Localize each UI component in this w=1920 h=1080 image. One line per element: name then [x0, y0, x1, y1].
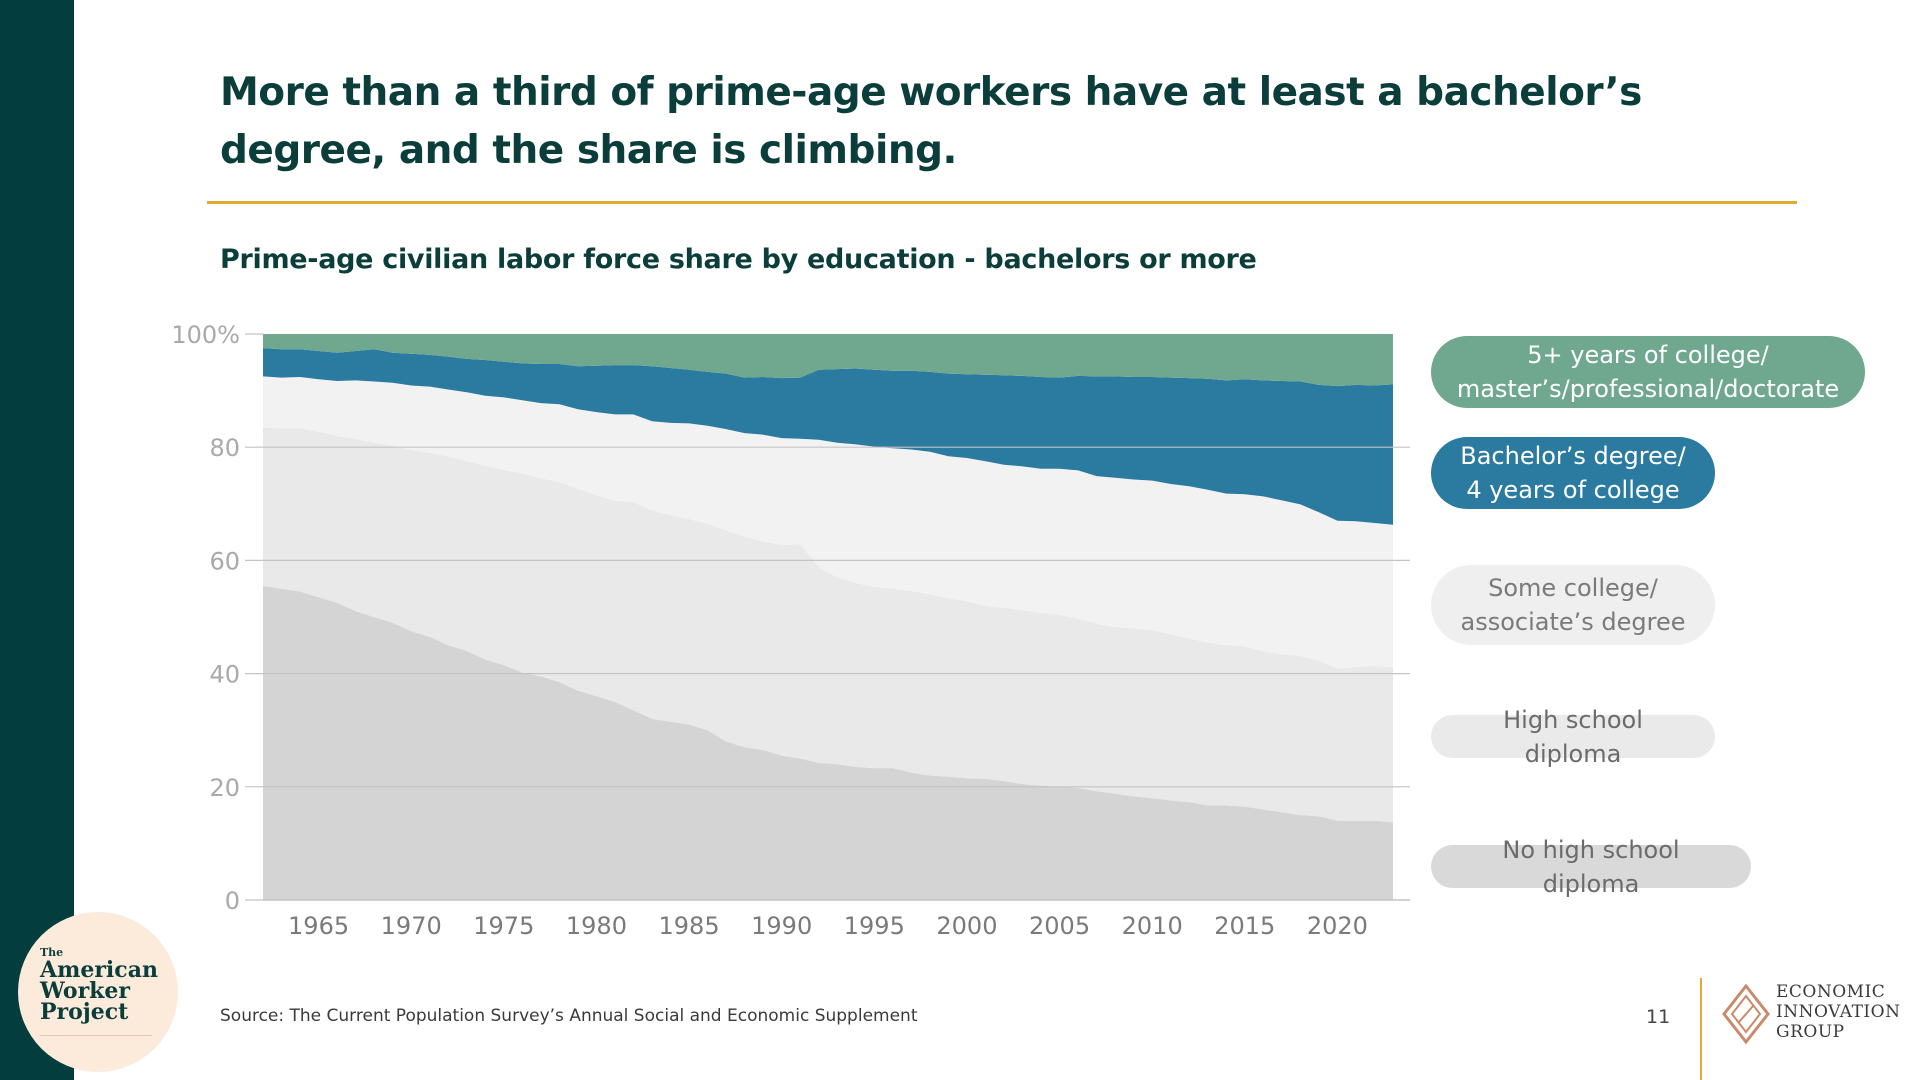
eig-line-2: INNOVATION — [1776, 1002, 1901, 1022]
logo-line-3: Project — [40, 999, 129, 1025]
area-series-4 — [263, 334, 1393, 387]
eig-divider — [1700, 978, 1702, 1080]
logo-line-2: Worker — [40, 978, 131, 1004]
x-tick-label: 1980 — [566, 912, 627, 940]
x-tick-label: 1995 — [844, 912, 905, 940]
logo-line-1: American — [40, 957, 158, 983]
chart-areas — [263, 334, 1393, 900]
area-series-1 — [263, 427, 1393, 823]
american-worker-project-logo — [18, 912, 178, 1072]
logo-wordmark: American Worker Project — [40, 957, 158, 1025]
eig-line-3: GROUP — [1776, 1022, 1845, 1042]
eig-diamond-icon — [1722, 983, 1770, 1045]
y-tick-label: 100% — [171, 321, 240, 349]
legend-masters: 5+ years of college/ master’s/profession… — [1431, 336, 1865, 408]
legend-no-high-school: No high school diploma — [1431, 836, 1751, 898]
legend-some-college: Some college/ associate’s degree — [1431, 565, 1715, 645]
x-tick-label: 1965 — [288, 912, 349, 940]
x-tick-label: 1975 — [473, 912, 534, 940]
logo-the: The — [40, 946, 64, 959]
title-divider — [207, 201, 1797, 204]
y-axis-ticks: 0 20 40 60 80 100% — [171, 321, 240, 915]
x-tick-label: 2005 — [1029, 912, 1090, 940]
x-tick-label: 2010 — [1122, 912, 1183, 940]
area-series-3 — [263, 348, 1393, 525]
x-axis-ticks: 1965 1970 1975 1980 1985 1990 1995 2000 2005 2010… — [288, 912, 1368, 940]
chart-subtitle: Prime-age civilian labor force share by … — [220, 244, 1257, 275]
legend-bachelors: Bachelor’s degree/ 4 years of college — [1431, 437, 1715, 509]
legend-high-school: High school diploma — [1431, 706, 1715, 768]
area-series-0 — [263, 585, 1393, 900]
y-tick-label: 60 — [209, 547, 240, 575]
y-tick-label: 0 — [225, 887, 240, 915]
page-title: More than a third of prime-age workers h… — [220, 70, 1642, 173]
chart-gridlines — [245, 333, 1410, 901]
x-tick-label: 1970 — [381, 912, 442, 940]
area-series-2 — [263, 376, 1393, 669]
x-tick-label: 1990 — [751, 912, 812, 940]
x-tick-label: 2020 — [1307, 912, 1368, 940]
x-tick-label: 2015 — [1214, 912, 1275, 940]
logo-underline — [40, 1035, 152, 1036]
left-accent-bar — [0, 0, 74, 1080]
eig-wordmark: ECONOMIC INNOVATION GROUP — [1776, 982, 1900, 1042]
x-tick-label: 1985 — [659, 912, 720, 940]
page-number: 11 — [1646, 1006, 1671, 1028]
y-tick-label: 20 — [209, 774, 240, 802]
x-tick-label: 2000 — [936, 912, 997, 940]
eig-line-1: ECONOMIC — [1776, 982, 1886, 1002]
source-note: Source: The Current Population Survey’s … — [220, 1006, 918, 1026]
y-tick-label: 80 — [209, 434, 240, 462]
y-tick-label: 40 — [209, 661, 240, 689]
